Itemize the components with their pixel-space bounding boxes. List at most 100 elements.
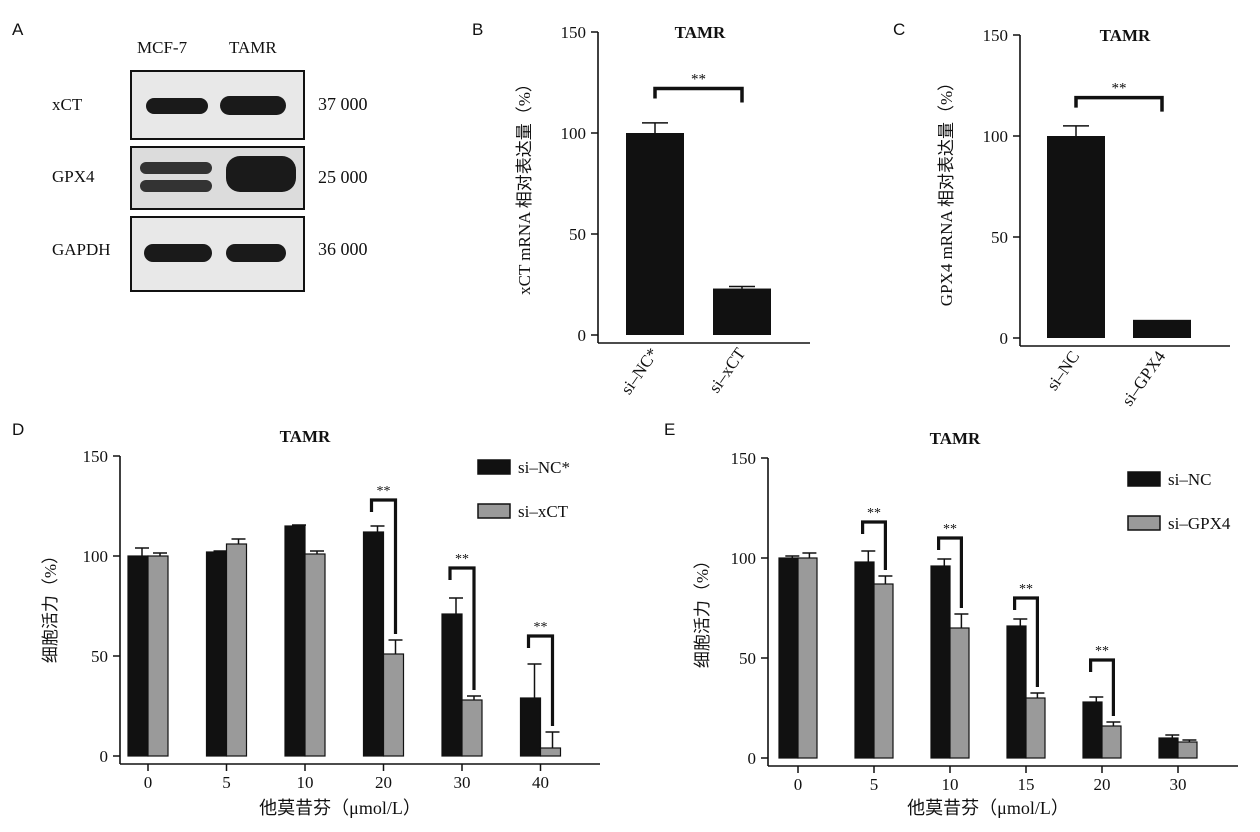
chart-c-sig-label: **	[1112, 81, 1127, 97]
chart-d-xtick-label: 5	[222, 773, 231, 792]
chart-d-ylabel: 细胞活力（%）	[41, 547, 60, 663]
blot-strip-gpx4	[130, 146, 305, 210]
mw-label-xct: 37 000	[318, 94, 368, 114]
chart-d-xtick-label: 20	[375, 773, 392, 792]
chart-d-ytick-label: 0	[100, 747, 109, 766]
chart-e-sig-label: **	[943, 522, 957, 537]
chart-e-xtick-label: 15	[1018, 775, 1035, 794]
chart-e-legend-swatch	[1127, 515, 1161, 531]
chart-e-sig-bracket	[861, 520, 887, 570]
chart-d-ytick-label: 150	[83, 447, 109, 466]
panel-letter-b: B	[472, 20, 484, 39]
blot-strip-xct	[130, 70, 305, 140]
chart-d-sig-bracket	[448, 566, 476, 690]
chart-d-bar-series1	[284, 525, 306, 757]
chart-d-bar-series1	[441, 613, 463, 757]
chart-d-legend-label: si–xCT	[518, 502, 569, 521]
chart-e-ytick-label: 0	[748, 749, 757, 768]
chart-e-legend-label: si–GPX4	[1168, 514, 1231, 533]
chart-d-bar-series2	[461, 699, 483, 757]
chart-d-xtick-label: 0	[144, 773, 153, 792]
chart-c-ytick-label: 100	[983, 127, 1009, 146]
chart-b-bar	[626, 133, 684, 335]
protein-label-xct: xCT	[52, 95, 83, 114]
chart-d-sig-label: **	[377, 484, 391, 499]
chart-e-bar-series1	[778, 557, 799, 759]
chart-d: TAMR 0 50 100 150 细胞活力（%） 0 5 10 20 30 40 ** ** ** 他莫昔芬…	[41, 427, 600, 818]
chart-d-bar-series2	[539, 747, 562, 757]
chart-e-bar-series1	[930, 565, 951, 759]
chart-e-bar-series1	[1082, 701, 1103, 759]
panel-letter-a: A	[12, 20, 24, 39]
chart-d-bar-series2	[304, 553, 326, 757]
chart-c-bar	[1047, 136, 1105, 338]
chart-e-xtick-label: 0	[794, 775, 803, 794]
mw-label-gpx4: 25 000	[318, 167, 368, 187]
chart-e-sig-label: **	[1019, 582, 1033, 597]
chart-c-xtick-label: si–GPX4	[1118, 347, 1170, 409]
chart-c: TAMR 0 50 100 150 GPX4 mRNA 相对表达量（%） si–NC si–G…	[937, 26, 1230, 409]
chart-e: TAMR 0 50 100 150 细胞活力（%） 0 5 10 15 20 30 ** ** ** ** 他莫…	[693, 429, 1238, 818]
chart-b-title: TAMR	[675, 23, 726, 42]
chart-b-ytick-label: 0	[578, 326, 587, 345]
chart-d-sig-bracket	[526, 634, 555, 726]
chart-e-bar-series2	[873, 583, 894, 759]
chart-e-bar-series2	[1177, 741, 1198, 759]
chart-e-xtick-label: 5	[870, 775, 879, 794]
chart-e-ylabel: 细胞活力（%）	[693, 552, 712, 668]
chart-e-xtick-label: 20	[1094, 775, 1111, 794]
chart-b-xtick-label: si–NC*	[617, 344, 662, 397]
chart-d-xlabel: 他莫昔芬（μmol/L）	[259, 798, 421, 818]
chart-c-ytick-label: 0	[1000, 329, 1009, 348]
chart-b-ytick-label: 50	[569, 225, 586, 244]
chart-c-ytick-label: 150	[983, 26, 1009, 45]
blot-strip-gapdh	[130, 216, 305, 292]
chart-c-title: TAMR	[1100, 26, 1151, 45]
chart-e-sig-bracket	[937, 536, 963, 608]
band-gapdh-mcf7	[144, 244, 212, 262]
panel-letter-c: C	[893, 20, 906, 39]
chart-c-ytick-label: 50	[991, 228, 1008, 247]
chart-d-bar-series1	[519, 697, 542, 757]
chart-e-bar-series1	[1158, 737, 1179, 759]
chart-e-bar-series2	[1025, 697, 1046, 759]
chart-c-bar	[1133, 319, 1191, 338]
chart-d-bar-series1	[127, 555, 149, 757]
chart-e-bar-series1	[854, 561, 875, 759]
chart-d-xtick-label: 10	[297, 773, 314, 792]
band-gpx4-mcf7-lower	[140, 180, 212, 192]
chart-d-bar-series2	[225, 543, 248, 757]
chart-e-title: TAMR	[930, 429, 981, 448]
chart-b-sig-bracket	[653, 86, 744, 103]
chart-d-ytick-label: 100	[83, 547, 109, 566]
chart-e-xtick-label: 30	[1170, 775, 1187, 794]
panel-letter-e: E	[664, 420, 676, 439]
chart-b: TAMR 0 50 100 150 xCT mRNA 相对表达量（%） si–NC* si–x…	[515, 23, 810, 398]
chart-d-legend-swatch	[477, 503, 511, 519]
chart-c-sig-bracket	[1074, 95, 1164, 112]
protein-label-gpx4: GPX4	[52, 167, 95, 186]
chart-d-title: TAMR	[280, 427, 331, 446]
lane-label-tamr: TAMR	[229, 38, 277, 57]
chart-b-ytick-label: 100	[561, 124, 587, 143]
chart-e-sig-bracket	[1089, 658, 1115, 716]
chart-e-ytick-label: 50	[739, 649, 756, 668]
chart-e-ytick-label: 150	[731, 449, 757, 468]
chart-e-legend-label: si–NC	[1168, 470, 1211, 489]
chart-b-xtick-label: si–xCT	[705, 344, 750, 396]
chart-d-xtick-label: 30	[454, 773, 471, 792]
chart-d-sig-label: **	[455, 552, 469, 567]
band-gpx4-mcf7-upper	[140, 162, 212, 174]
chart-d-bar-series2	[382, 653, 405, 757]
chart-d-sig-label: **	[534, 620, 548, 635]
band-xct-tamr	[220, 96, 286, 115]
band-xct-mcf7	[146, 98, 208, 114]
chart-e-bar-series2	[949, 627, 970, 759]
chart-d-sig-bracket	[369, 498, 398, 634]
chart-e-sig-label: **	[1095, 644, 1109, 659]
chart-e-legend-swatch	[1127, 471, 1161, 487]
mw-label-gapdh: 36 000	[318, 239, 368, 259]
chart-e-bar-series2	[1101, 725, 1122, 759]
chart-d-bar-series1	[205, 551, 228, 757]
